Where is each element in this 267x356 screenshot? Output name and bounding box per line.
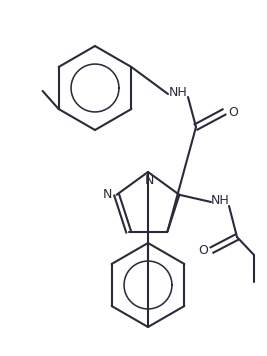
Text: NH: NH [169, 87, 187, 99]
Text: N: N [144, 174, 154, 188]
Text: O: O [228, 105, 238, 119]
Text: N: N [103, 188, 112, 201]
Text: O: O [198, 244, 208, 257]
Text: NH: NH [211, 194, 229, 206]
